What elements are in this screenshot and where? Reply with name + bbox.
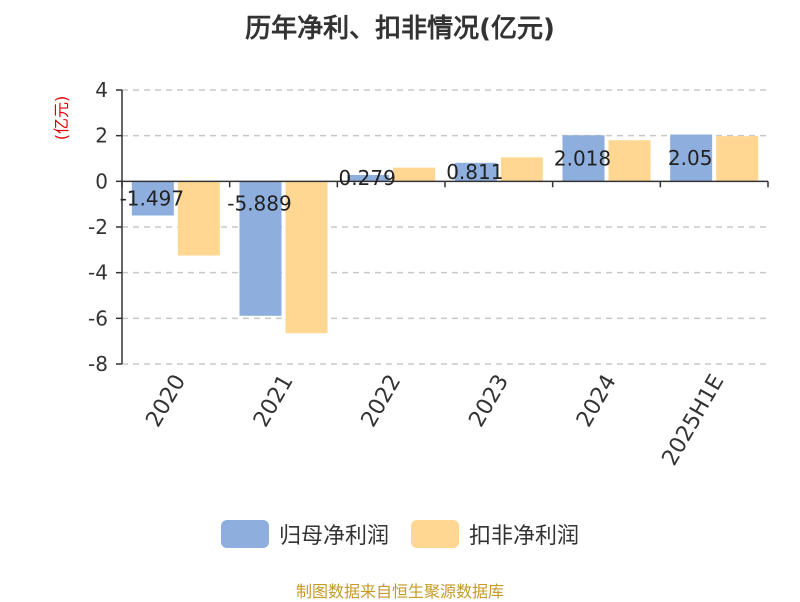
- legend-item-series1[interactable]: 归母净利润: [220, 518, 389, 550]
- bar-series2: [500, 157, 543, 182]
- bar-series1: [670, 134, 713, 182]
- data-source-note: 制图数据来自恒生聚源数据库: [295, 582, 504, 601]
- chart-title: 历年净利、扣非情况(亿元): [245, 14, 555, 44]
- y-tick-label: 2: [95, 124, 108, 148]
- y-tick-label: -8: [88, 352, 108, 376]
- y-tick-label: 4: [95, 78, 108, 102]
- legend-label-series1: 归母净利润: [278, 524, 389, 549]
- legend: 归母净利润 扣非净利润: [0, 518, 800, 550]
- x-tick-label: 2020: [141, 371, 191, 432]
- x-tick-label: 2021: [249, 371, 299, 432]
- y-tick-label: -2: [88, 215, 108, 239]
- bar-series1: [239, 181, 282, 316]
- bar-series1: [131, 181, 174, 216]
- data-label: 2.018: [554, 146, 611, 170]
- legend-item-series2[interactable]: 扣非净利润: [411, 518, 579, 550]
- x-tick-label: 2025H1E: [657, 371, 729, 470]
- y-tick-label: -6: [88, 306, 108, 330]
- bar-series2: [608, 140, 651, 182]
- bar-series1: [562, 135, 605, 182]
- data-label: 0.279: [339, 166, 396, 190]
- bar-series2: [285, 181, 328, 334]
- bar-series2: [393, 167, 436, 182]
- bar-series2: [716, 136, 759, 182]
- y-tick-label: -4: [88, 261, 108, 285]
- y-tick-label: 0: [95, 169, 108, 193]
- bar-series1: [347, 174, 390, 182]
- legend-swatch-series1: [220, 520, 269, 548]
- x-tick-label: 2022: [357, 371, 407, 432]
- bar-series2: [177, 181, 220, 256]
- bar-series1: [454, 162, 497, 182]
- x-tick-label: 2024: [572, 371, 622, 432]
- x-tick-label: 2023: [464, 371, 514, 432]
- legend-swatch-series2: [411, 520, 459, 548]
- data-label: -1.497: [120, 186, 184, 210]
- data-label: 2.05: [668, 146, 713, 170]
- data-label: -5.889: [227, 191, 291, 215]
- legend-label-series2: 扣非净利润: [469, 524, 580, 549]
- data-label: 0.811: [446, 160, 503, 184]
